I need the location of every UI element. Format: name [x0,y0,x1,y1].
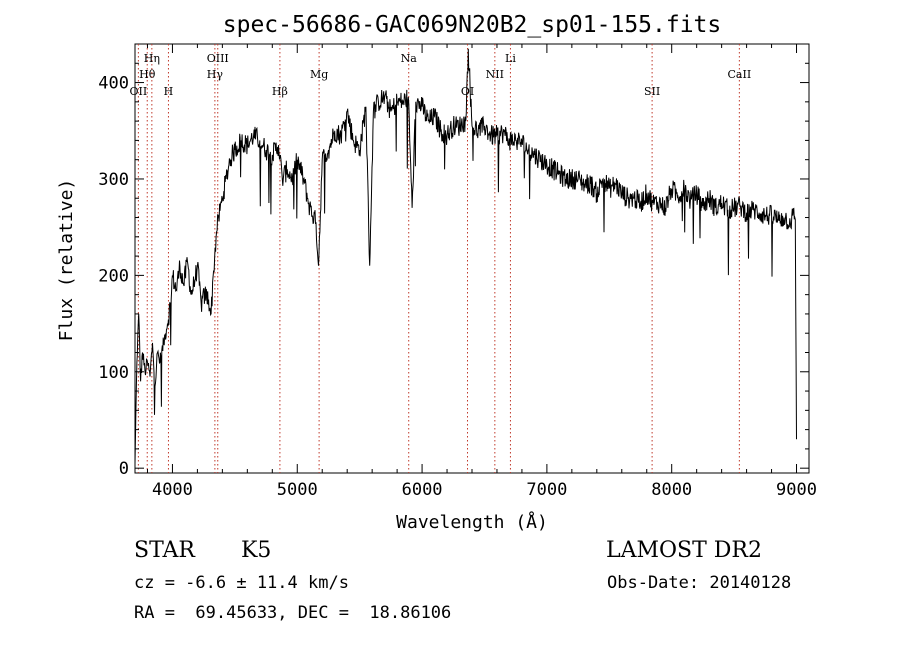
spectrum-series-line [134,48,797,464]
y-tick-label: 300 [98,170,129,190]
line-label: Mg [310,68,328,81]
line-label: OI [461,85,474,98]
object-subclass: K5 [241,538,272,563]
line-label: SII [644,85,660,98]
y-tick-label: 0 [119,459,129,479]
line-label: Hγ [207,68,224,81]
line-label: Li [505,52,516,65]
observation-date: Obs-Date: 20140128 [607,573,792,593]
line-label: Hβ [272,85,288,98]
x-axis-label: Wavelength (Å) [396,511,548,533]
line-label: Hη [144,52,160,65]
plot-frame [134,43,810,474]
x-tick-label: 8000 [651,480,692,500]
y-axis-ticks: 0 100 200 300 400 [98,62,809,479]
line-label: Na [401,52,418,65]
y-tick-label: 100 [98,363,129,383]
coordinates-readout: RA = 69.45633, DEC = 18.86106 [134,603,452,623]
y-tick-label: 400 [98,74,129,94]
y-axis-label: Flux (relative) [56,179,77,342]
line-label: OII [130,85,148,98]
line-label: OIII [207,52,229,65]
chart-title: spec-56686-GAC069N20B2_sp01-155.fits [223,12,722,38]
line-label: CaII [728,68,752,81]
line-label: Hθ [139,68,156,81]
survey-name: LAMOST DR2 [606,538,762,563]
line-label: H [164,85,174,98]
object-class: STAR [134,538,195,563]
x-tick-label: 9000 [776,480,817,500]
x-tick-label: 4000 [152,480,193,500]
redshift-readout: cz = -6.6 ± 11.4 km/s [134,573,349,593]
y-tick-label: 200 [98,266,129,286]
x-tick-label: 5000 [277,480,318,500]
x-tick-label: 7000 [526,480,567,500]
x-tick-label: 6000 [402,480,443,500]
spectrum-chart: spec-56686-GAC069N20B2_sp01-155.fits OII… [56,12,817,533]
line-marker-group [137,44,740,473]
line-label: NII [486,68,504,81]
x-axis-ticks: 4000 5000 6000 7000 8000 9000 [146,44,817,500]
